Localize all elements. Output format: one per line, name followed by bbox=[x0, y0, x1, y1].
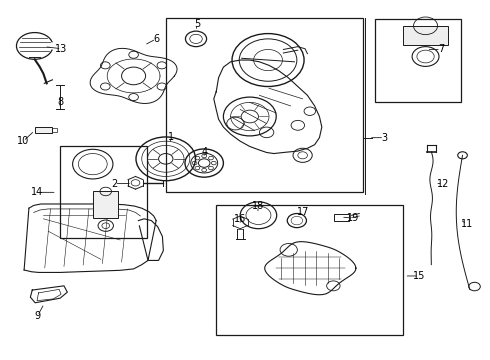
Bar bbox=[403, 26, 448, 45]
Text: 15: 15 bbox=[413, 271, 425, 281]
Text: 10: 10 bbox=[17, 136, 29, 146]
Text: 19: 19 bbox=[347, 213, 359, 223]
Text: 6: 6 bbox=[153, 34, 159, 44]
Bar bbox=[166, 18, 363, 192]
Text: 17: 17 bbox=[297, 207, 310, 217]
Bar bbox=[375, 19, 461, 102]
Bar bbox=[334, 213, 349, 221]
Bar bbox=[52, 128, 57, 132]
Bar bbox=[60, 147, 147, 238]
Text: 1: 1 bbox=[168, 132, 173, 142]
Text: 7: 7 bbox=[438, 45, 444, 54]
Text: 3: 3 bbox=[381, 133, 387, 143]
Text: 16: 16 bbox=[234, 214, 246, 224]
Bar bbox=[35, 127, 52, 134]
Text: 11: 11 bbox=[461, 219, 473, 229]
Text: 12: 12 bbox=[437, 179, 449, 189]
Text: 5: 5 bbox=[194, 19, 200, 29]
Text: 8: 8 bbox=[57, 97, 63, 107]
Bar bbox=[216, 205, 403, 335]
Text: 4: 4 bbox=[201, 147, 207, 157]
Text: 18: 18 bbox=[252, 202, 264, 211]
Text: 9: 9 bbox=[34, 311, 41, 321]
Text: 13: 13 bbox=[55, 44, 68, 54]
Text: 2: 2 bbox=[111, 179, 118, 189]
Text: 14: 14 bbox=[31, 187, 44, 197]
Bar bbox=[93, 192, 118, 218]
